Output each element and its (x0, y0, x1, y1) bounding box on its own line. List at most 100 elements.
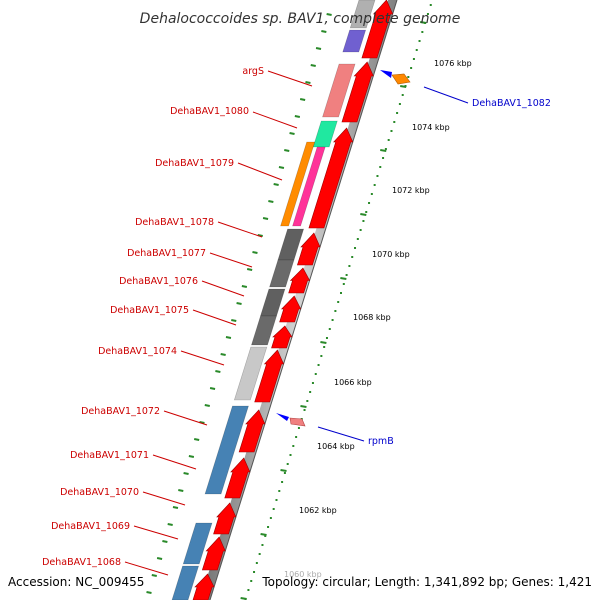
inner-tick (215, 370, 221, 373)
feature-bar-purple[interactable] (342, 29, 367, 53)
gene-arrow-dehabav1-1082[interactable] (391, 73, 411, 85)
gene-label-dehabav1-1076[interactable]: DehaBAV1_1076 (119, 276, 198, 287)
scale-dot (272, 508, 275, 510)
gene-label-dehabav1-1079[interactable]: DehaBAV1_1079 (155, 158, 234, 169)
gene-label-dehabav1-1078[interactable]: DehaBAV1_1078 (135, 217, 214, 228)
feature-bar-dehabav1-1080[interactable] (312, 120, 338, 148)
scale-major-tick (240, 597, 247, 600)
inner-tick (321, 30, 327, 33)
tick-label-1060: 1060 kbp (284, 570, 322, 579)
inner-tick (146, 591, 152, 594)
feature-bar-dehabav1-1072[interactable] (204, 405, 249, 495)
feature-bar-dehabav1-1079-pink[interactable] (292, 146, 326, 227)
tick-label-1070: 1070 kbp (372, 250, 410, 259)
scale-dot (289, 454, 292, 456)
forward-gene-arrow[interactable] (279, 295, 302, 323)
forward-gene-arrow[interactable] (238, 409, 266, 453)
forward-gene-arrow[interactable] (341, 61, 374, 123)
scale-dot (295, 436, 298, 438)
feature-bar-dehabav1-1077[interactable] (269, 259, 295, 288)
inner-tick (294, 115, 301, 118)
scale-dot (390, 130, 393, 132)
scale-dot (328, 328, 331, 330)
scale-dot (401, 94, 404, 96)
feature-bar-dehabav1-1074[interactable] (233, 346, 268, 401)
label-leader (180, 350, 225, 366)
scale-dot (317, 364, 320, 366)
feature-bar-dehabav1-1075[interactable] (251, 315, 277, 346)
label-leader (217, 221, 263, 238)
scale-dot (247, 589, 250, 591)
gene-arrow-rpmb[interactable] (289, 417, 306, 427)
scale-dot (418, 40, 421, 42)
forward-gene-arrow[interactable] (254, 349, 285, 403)
label-leader (267, 70, 313, 87)
feature-bar-dehabav1-1069[interactable] (182, 522, 213, 565)
inner-tick (273, 183, 279, 186)
inner-tick (246, 268, 253, 271)
tick-label-1076: 1076 kbp (434, 59, 472, 68)
scale-dot (370, 193, 373, 195)
forward-gene-arrow[interactable] (308, 127, 354, 229)
gene-label-dehabav1-1075[interactable]: DehaBAV1_1075 (110, 305, 189, 316)
scale-dot (382, 157, 385, 159)
tick-label-1072: 1072 kbp (392, 186, 430, 195)
label-leader (192, 309, 237, 326)
forward-gene-arrow[interactable] (192, 573, 215, 600)
forward-gene-arrow[interactable] (271, 325, 293, 349)
gene-label-dehabav1-1080[interactable]: DehaBAV1_1080 (170, 106, 249, 117)
scale-dot (351, 256, 354, 258)
gene-label-dehabav1-1071[interactable]: DehaBAV1_1071 (70, 450, 149, 461)
scale-dot (384, 148, 387, 150)
gene-label-rpmb[interactable]: rpmB (368, 436, 394, 447)
tick-label-1066: 1066 kbp (334, 378, 372, 387)
feature-bar-args[interactable] (322, 63, 356, 118)
feature-bar-dehabav1-1068[interactable] (171, 565, 200, 600)
scale-dot (261, 544, 264, 546)
forward-gene-arrow[interactable] (213, 502, 237, 535)
scale-dot (269, 517, 272, 519)
feature-bar-dehabav1-1078[interactable] (277, 228, 305, 261)
forward-gene-arrow[interactable] (224, 457, 251, 499)
tick-label-1064: 1064 kbp (317, 442, 355, 451)
gene-label-dehabav1-1068[interactable]: DehaBAV1_1068 (42, 557, 121, 568)
scale-dot (264, 535, 267, 537)
scale-dot (311, 382, 314, 384)
gene-label-dehabav1-1070[interactable]: DehaBAV1_1070 (60, 487, 139, 498)
forward-gene-arrow[interactable] (288, 267, 311, 294)
feature-bar-top[interactable] (349, 0, 376, 29)
gene-label-dehabav1-1074[interactable]: DehaBAV1_1074 (98, 346, 177, 357)
label-leader (133, 525, 179, 540)
scale-dot (337, 301, 340, 303)
forward-gene-arrow[interactable] (361, 0, 394, 59)
gene-label-args[interactable]: argS (242, 66, 264, 77)
forward-gene-arrow[interactable] (297, 232, 321, 266)
scale-major-tick (260, 533, 267, 536)
scale-dot (292, 445, 295, 447)
inner-tick (193, 438, 200, 441)
inner-tick (199, 421, 205, 424)
scale-dot (354, 247, 357, 249)
scale-major-tick (280, 469, 287, 472)
scale-dot (255, 562, 258, 564)
scale-dot (309, 391, 312, 393)
gene-label-dehabav1-1072[interactable]: DehaBAV1_1072 (81, 406, 160, 417)
scale-dot (407, 76, 410, 78)
feature-bar-dehabav1-1076[interactable] (260, 288, 286, 317)
inner-tick (262, 217, 269, 220)
scale-dot (278, 490, 281, 492)
label-leader (142, 491, 186, 506)
inner-tick (299, 98, 306, 101)
label-leader (163, 410, 208, 426)
scale-dot (393, 121, 396, 123)
gene-label-dehabav1-1082[interactable]: DehaBAV1_1082 (472, 98, 551, 109)
inner-tick (252, 251, 258, 254)
gene-label-dehabav1-1077[interactable]: DehaBAV1_1077 (127, 248, 206, 259)
gene-label-dehabav1-1069[interactable]: DehaBAV1_1069 (51, 521, 130, 532)
forward-gene-arrow[interactable] (201, 536, 226, 571)
feature-bar-dehabav1-1079-orange[interactable] (280, 141, 316, 227)
map-title: Dehalococcoides sp. BAV1, complete genom… (140, 11, 461, 27)
scale-dot (250, 580, 253, 582)
scale-dot (339, 292, 342, 294)
